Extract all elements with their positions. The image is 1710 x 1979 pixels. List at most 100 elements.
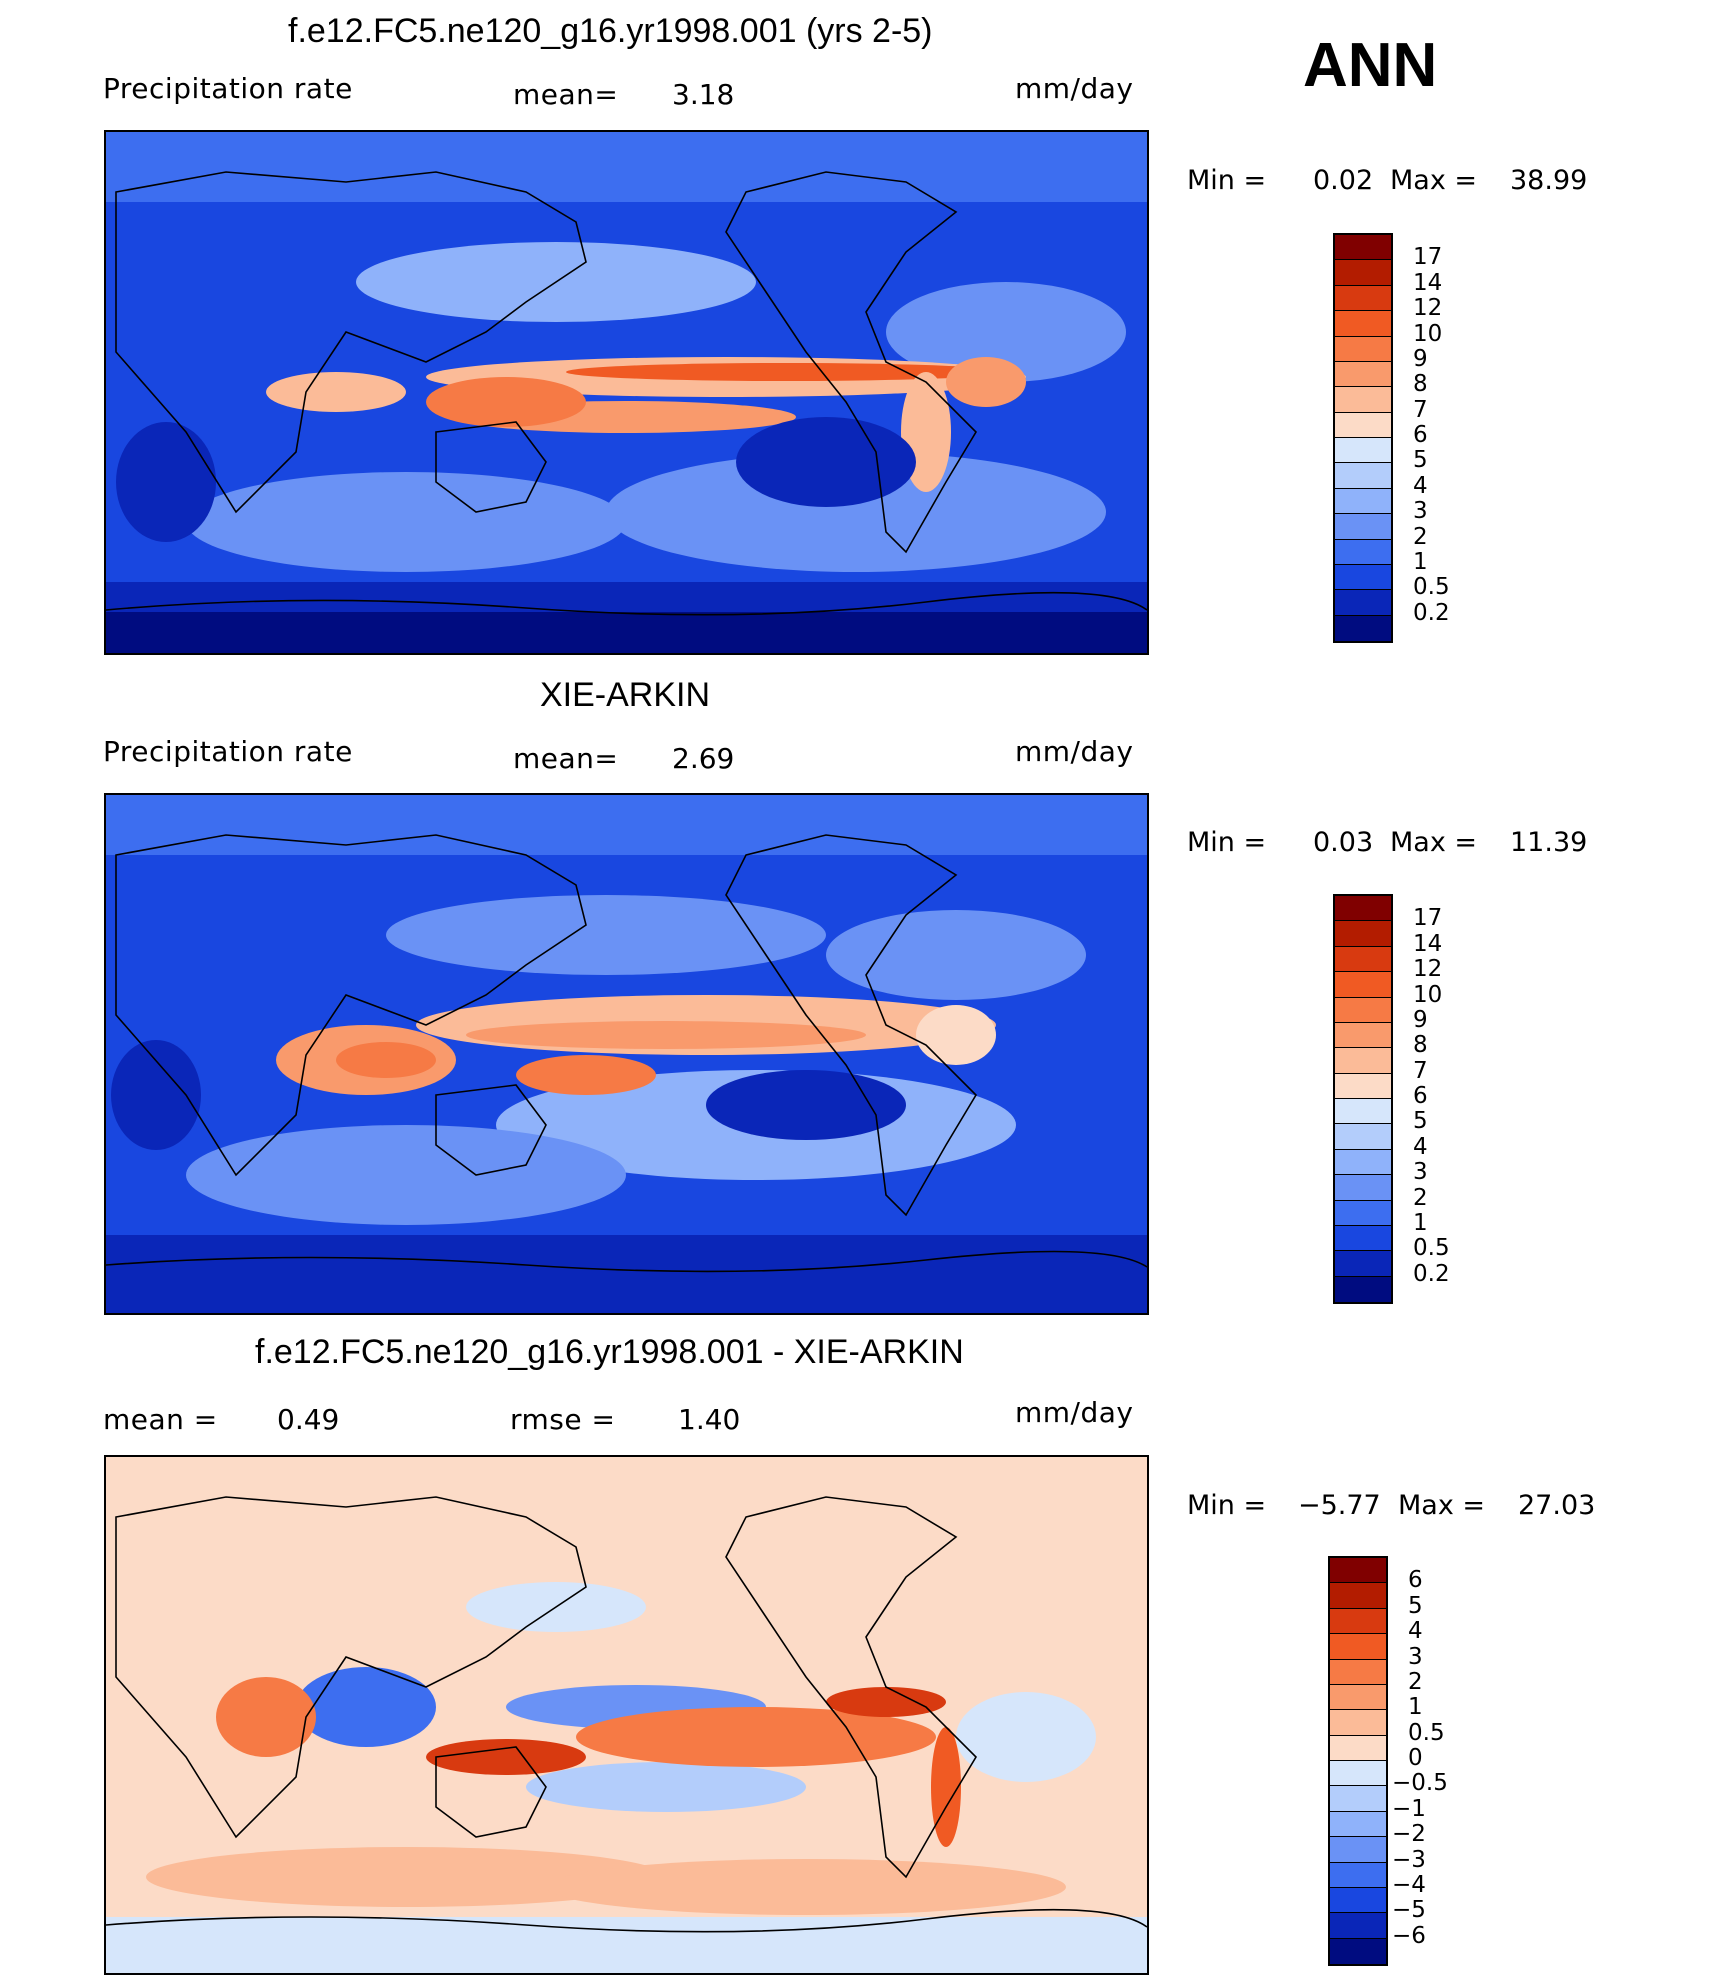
panel-2-map	[104, 793, 1149, 1315]
colorbar-level-label: 0.5	[1413, 574, 1450, 601]
colorbar-swatch	[1330, 1913, 1386, 1939]
colorbar-swatch	[1335, 896, 1391, 922]
colorbar-swatch	[1335, 615, 1391, 641]
panel-1-min-label: Min =	[1187, 165, 1267, 196]
colorbar-swatch	[1330, 1558, 1386, 1584]
colorbar-level-label: 17	[1413, 244, 1443, 271]
colorbar-swatch	[1330, 1786, 1386, 1812]
colorbar-level-label: 2	[1413, 523, 1428, 550]
panel-1-variable-label: Precipitation rate	[103, 72, 353, 105]
colorbar-level-label: 8	[1413, 1032, 1428, 1059]
colorbar-swatch	[1335, 1149, 1391, 1176]
colorbar-swatch	[1335, 412, 1391, 438]
panel-3-rmse-value: 1.40	[678, 1403, 741, 1436]
colorbar-level-label: −6	[1392, 1922, 1426, 1949]
colorbar-level-label: 0.5	[1413, 1235, 1450, 1262]
colorbar-swatch	[1330, 1634, 1386, 1660]
colorbar-level-label: 1	[1408, 1694, 1423, 1721]
panel-1-colorbar	[1333, 233, 1393, 643]
colorbar-level-label: −0.5	[1392, 1770, 1448, 1797]
colorbar-level-label: 10	[1413, 320, 1443, 347]
colorbar-swatch	[1335, 564, 1391, 591]
colorbar-level-label: 6	[1413, 422, 1428, 448]
colorbar-swatch	[1335, 590, 1391, 616]
colorbar-swatch	[1335, 946, 1391, 973]
colorbar-level-label: 5	[1408, 1592, 1423, 1619]
colorbar-level-label: 4	[1413, 472, 1428, 499]
panel-2-mean-value: 2.69	[672, 742, 735, 775]
colorbar-swatch	[1335, 972, 1391, 998]
colorbar-swatch	[1330, 1811, 1386, 1838]
panel-2-units: mm/day	[1015, 735, 1134, 768]
colorbar-level-label: 0.2	[1413, 1260, 1450, 1287]
panel-2-mean-key: mean=	[513, 742, 619, 775]
panel-2-variable-label: Precipitation rate	[103, 735, 353, 768]
colorbar-swatch	[1335, 539, 1391, 565]
colorbar-swatch	[1335, 1276, 1391, 1302]
panel-1-mean-key: mean=	[513, 78, 619, 111]
season-label: ANN	[1303, 31, 1438, 100]
colorbar-level-label: 7	[1413, 1057, 1428, 1084]
colorbar-level-label: 1	[1413, 1209, 1428, 1236]
colorbar-level-label: 7	[1413, 396, 1428, 423]
colorbar-level-label: −1	[1392, 1795, 1426, 1822]
colorbar-swatch	[1330, 1862, 1386, 1888]
panel-3-mean-value: 0.49	[277, 1403, 340, 1436]
panel-2-min-label: Min =	[1187, 827, 1267, 858]
colorbar-level-label: 6	[1413, 1083, 1428, 1109]
panel-3-min-value: −5.77	[1298, 1490, 1381, 1521]
colorbar-level-label: 12	[1413, 295, 1443, 322]
colorbar-swatch	[1330, 1735, 1386, 1761]
colorbar-level-label: 12	[1413, 956, 1443, 983]
panel-3-min-label: Min =	[1187, 1490, 1267, 1521]
colorbar-level-label: 3	[1413, 1159, 1428, 1186]
colorbar-swatch	[1335, 1073, 1391, 1099]
colorbar-swatch	[1330, 1837, 1386, 1863]
colorbar-swatch	[1330, 1938, 1386, 1964]
colorbar-swatch	[1335, 1200, 1391, 1226]
colorbar-swatch	[1335, 387, 1391, 413]
panel-1-map-graphic	[106, 132, 1147, 653]
colorbar-swatch	[1330, 1761, 1386, 1787]
colorbar-swatch	[1335, 361, 1391, 388]
panel-3-rmse-key: rmse =	[510, 1403, 616, 1436]
colorbar-swatch	[1330, 1659, 1386, 1685]
panel-1-max-label: Max =	[1390, 165, 1478, 196]
panel-2-max-value: 11.39	[1510, 827, 1588, 858]
colorbar-swatch	[1335, 1099, 1391, 1125]
panel-3-max-value: 27.03	[1518, 1490, 1596, 1521]
colorbar-level-label: 14	[1413, 930, 1443, 957]
colorbar-level-label: 17	[1413, 905, 1443, 932]
panel-1-min-value: 0.02	[1313, 165, 1374, 196]
colorbar-level-label: −3	[1392, 1846, 1426, 1873]
colorbar-swatch	[1335, 463, 1391, 489]
colorbar-swatch	[1335, 336, 1391, 362]
panel-1-mean-value: 3.18	[672, 78, 735, 111]
panel-3-title: f.e12.FC5.ne120_g16.yr1998.001 - XIE-ARK…	[255, 1333, 964, 1371]
panel-2-colorbar	[1333, 894, 1393, 1304]
colorbar-swatch	[1335, 1225, 1391, 1252]
colorbar-level-label: 0.5	[1408, 1719, 1445, 1746]
colorbar-level-label: 9	[1413, 1006, 1428, 1033]
panel-3-map-graphic	[106, 1457, 1147, 1973]
colorbar-level-label: 2	[1408, 1668, 1423, 1695]
panel-3-mean-key: mean =	[103, 1403, 218, 1436]
colorbar-swatch	[1335, 311, 1391, 337]
colorbar-swatch	[1335, 514, 1391, 540]
colorbar-level-label: 6	[1408, 1567, 1423, 1594]
colorbar-swatch	[1330, 1583, 1386, 1609]
colorbar-swatch	[1335, 997, 1391, 1023]
panel-1-units: mm/day	[1015, 72, 1134, 105]
colorbar-level-label: 10	[1413, 981, 1443, 1008]
colorbar-swatch	[1335, 1124, 1391, 1150]
colorbar-swatch	[1330, 1887, 1386, 1914]
panel-3-map	[104, 1455, 1149, 1975]
colorbar-level-label: 0	[1408, 1745, 1423, 1771]
colorbar-swatch	[1335, 1175, 1391, 1201]
colorbar-level-label: 2	[1413, 1184, 1428, 1211]
colorbar-level-label: −2	[1392, 1821, 1426, 1848]
colorbar-level-label: 9	[1413, 345, 1428, 372]
panel-3-colorbar	[1328, 1556, 1388, 1966]
colorbar-swatch	[1335, 921, 1391, 947]
colorbar-swatch	[1330, 1608, 1386, 1635]
